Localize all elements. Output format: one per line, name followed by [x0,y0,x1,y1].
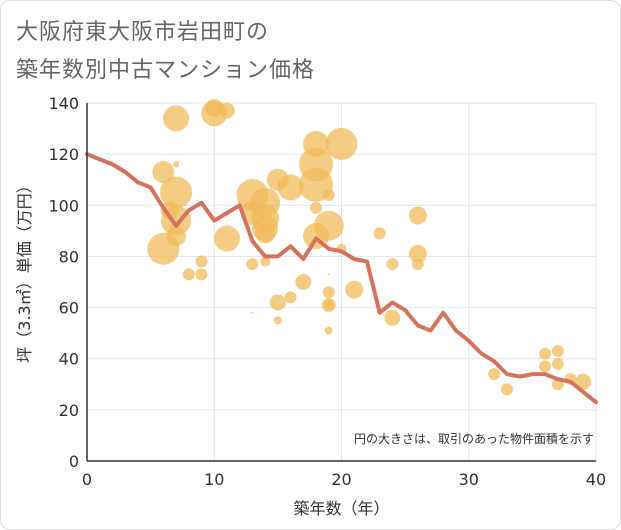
y-tick-label: 140 [48,94,79,113]
bubble-point [166,225,187,246]
bubble-point [255,223,276,244]
bubble-point [324,326,333,335]
bubble-point [551,357,564,370]
x-tick-label: 0 [82,470,92,489]
bubble-point [269,294,286,311]
bubble-point [160,176,193,209]
y-tick-label: 60 [59,299,79,318]
y-axis-title: 坪（3.3㎡）単価（万円） [15,177,34,362]
bubble-point [173,161,180,168]
tick-labels: 0 20 40 60 80 100 120 140 0 10 20 30 40 [48,94,606,489]
bubble-point [488,368,501,381]
chart-title-line-1: 大阪府東大阪市岩田町の [16,20,270,45]
bubble-point [384,309,401,326]
chart-title-line-2: 築年数別中古マンション価格 [16,58,316,83]
bubble-point [260,256,271,267]
x-tick-label: 10 [204,470,224,489]
bubble-point [152,161,175,184]
bubble-point [408,206,427,225]
bubble-point [195,255,208,268]
y-tick-label: 0 [69,452,79,471]
bubble-point [575,373,592,390]
bubble-point [373,227,386,240]
bubble-point [322,189,335,202]
bubble-point [310,201,323,214]
y-tick-label: 40 [59,350,79,369]
bubble-series [147,99,592,396]
y-tick-label: 100 [48,196,79,215]
x-tick-label: 20 [331,470,351,489]
bubble-point [284,291,297,304]
x-tick-label: 30 [459,470,479,489]
bubble-point [218,102,235,119]
bubble-point [386,258,399,271]
bubble-point [327,273,330,276]
bubble-size-note: 円の大きさは、取引のあった物件面積を示す [354,431,594,446]
trend-line [85,152,598,405]
bubble-point [213,225,240,252]
y-tick-label: 20 [59,401,79,420]
bubble-point [325,127,358,160]
bubble-point [277,174,304,201]
bubble-point [551,345,564,358]
bubble-point [322,286,335,299]
bubble-point [163,105,190,132]
bubble-point [345,280,364,299]
bubble-point [182,268,195,281]
y-tick-label: 80 [59,247,79,266]
x-axis-title: 築年数（年） [293,499,389,518]
bubble-point [195,268,208,281]
bubble-point [411,258,424,271]
bubble-point [313,210,344,241]
bubble-point [500,383,513,396]
bubble-point [205,99,224,118]
bubble-point [246,258,259,271]
bubble-point [295,274,312,290]
bubble-point [408,244,427,263]
y-tick-label: 120 [48,145,79,164]
bubble-point [539,347,552,360]
bubble-point [323,300,334,311]
axes [86,103,596,462]
bubble-point [251,311,254,314]
x-tick-label: 40 [586,470,606,489]
bubble-point [539,360,552,373]
bubble-point [273,316,282,325]
